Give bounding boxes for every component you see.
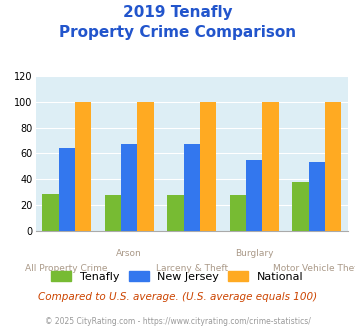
- Text: 2019 Tenafly: 2019 Tenafly: [123, 5, 232, 20]
- Bar: [262, 102, 279, 231]
- Text: Larceny & Theft: Larceny & Theft: [155, 264, 228, 273]
- Bar: [308, 162, 325, 231]
- Text: Burglary: Burglary: [235, 249, 273, 258]
- Text: Property Crime Comparison: Property Crime Comparison: [59, 25, 296, 40]
- Bar: [137, 102, 154, 231]
- Bar: [59, 148, 75, 231]
- Bar: [42, 193, 59, 231]
- Bar: [167, 195, 184, 231]
- Text: All Property Crime: All Property Crime: [26, 264, 108, 273]
- Bar: [200, 102, 216, 231]
- Legend: Tenafly, New Jersey, National: Tenafly, New Jersey, National: [51, 271, 304, 282]
- Bar: [230, 195, 246, 231]
- Text: Compared to U.S. average. (U.S. average equals 100): Compared to U.S. average. (U.S. average …: [38, 292, 317, 302]
- Bar: [121, 145, 137, 231]
- Bar: [184, 145, 200, 231]
- Bar: [325, 102, 341, 231]
- Text: © 2025 CityRating.com - https://www.cityrating.com/crime-statistics/: © 2025 CityRating.com - https://www.city…: [45, 317, 310, 326]
- Bar: [246, 160, 262, 231]
- Bar: [75, 102, 91, 231]
- Bar: [292, 182, 308, 231]
- Text: Motor Vehicle Theft: Motor Vehicle Theft: [273, 264, 355, 273]
- Bar: [105, 195, 121, 231]
- Text: Arson: Arson: [116, 249, 142, 258]
